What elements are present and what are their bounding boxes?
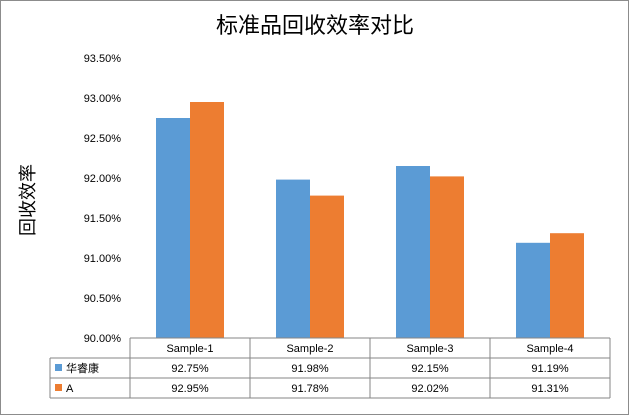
bar-sample-1-series-1 — [156, 118, 190, 338]
bar-sample-2-series-2 — [310, 195, 344, 338]
table-value: 91.31% — [531, 383, 569, 395]
x-category-label: Sample-1 — [166, 343, 213, 355]
legend-key — [55, 384, 62, 391]
bar-sample-4-series-1 — [516, 242, 550, 338]
bar-sample-4-series-2 — [550, 233, 584, 338]
bar-sample-1-series-2 — [190, 102, 224, 338]
y-axis: 90.00% 90.50% 91.00% 91.50% 92.00% 92.50% 93.0… — [84, 53, 122, 345]
legend-series-name: A — [66, 383, 74, 395]
y-tick-label: 91.00% — [84, 253, 122, 265]
bars — [130, 102, 610, 339]
y-tick-label: 90.50% — [84, 293, 122, 305]
x-category-label: Sample-4 — [526, 343, 573, 355]
y-tick-label: 91.50% — [84, 213, 122, 225]
y-tick-label: 90.00% — [84, 333, 122, 345]
bar-sample-3-series-1 — [396, 166, 430, 338]
y-tick-label: 92.00% — [84, 173, 122, 185]
legend-key — [55, 364, 62, 371]
legend-series-name: 华睿康 — [66, 361, 99, 375]
y-axis-label: 回收效率 — [18, 164, 39, 236]
x-category-label: Sample-3 — [406, 343, 453, 355]
table-value: 92.02% — [411, 383, 449, 395]
y-tick-label: 92.50% — [84, 133, 122, 145]
bar-sample-2-series-1 — [276, 179, 310, 338]
table-value: 91.78% — [291, 383, 329, 395]
data-table: Sample-1 Sample-2 Sample-3 Sample-4 华睿康 92.75… — [49, 337, 611, 399]
table-value: 92.95% — [171, 383, 209, 395]
x-category-label: Sample-2 — [286, 343, 333, 355]
chart-title: 标准品回收效率对比 — [216, 14, 414, 39]
table-value: 92.15% — [411, 363, 449, 375]
y-tick-label: 93.00% — [84, 93, 122, 105]
y-tick-label: 93.50% — [84, 53, 122, 65]
table-value: 92.75% — [171, 363, 209, 375]
bar-sample-3-series-2 — [430, 176, 464, 338]
table-value: 91.19% — [531, 363, 569, 375]
table-value: 91.98% — [291, 363, 329, 375]
